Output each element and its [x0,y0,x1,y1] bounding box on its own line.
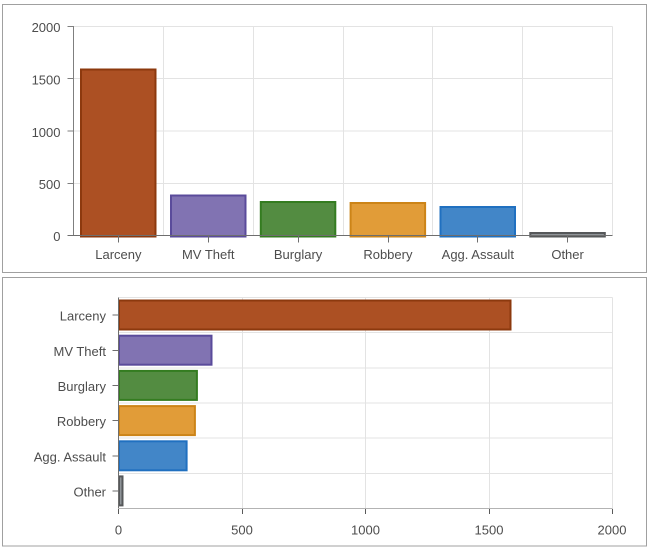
svg-text:Burglary: Burglary [274,247,323,262]
svg-text:1500: 1500 [32,73,61,88]
svg-text:Burglary: Burglary [58,379,107,394]
svg-text:1000: 1000 [351,523,380,538]
svg-text:500: 500 [39,177,61,192]
svg-text:0: 0 [53,229,60,244]
svg-text:Larceny: Larceny [95,247,142,262]
svg-text:MV Theft: MV Theft [182,247,235,262]
svg-text:Robbery: Robbery [363,247,413,262]
svg-text:500: 500 [231,523,253,538]
svg-text:2000: 2000 [598,523,627,538]
svg-text:Other: Other [551,247,584,262]
svg-text:Robbery: Robbery [57,414,107,429]
svg-text:MV Theft: MV Theft [53,344,106,359]
svg-text:Agg. Assault: Agg. Assault [34,450,107,465]
svg-text:0: 0 [115,523,122,538]
svg-text:Other: Other [73,485,106,500]
svg-text:Agg. Assault: Agg. Assault [442,247,515,262]
svg-text:Larceny: Larceny [60,309,107,324]
svg-text:1500: 1500 [475,523,504,538]
svg-text:2000: 2000 [32,20,61,35]
svg-text:1000: 1000 [32,125,61,140]
